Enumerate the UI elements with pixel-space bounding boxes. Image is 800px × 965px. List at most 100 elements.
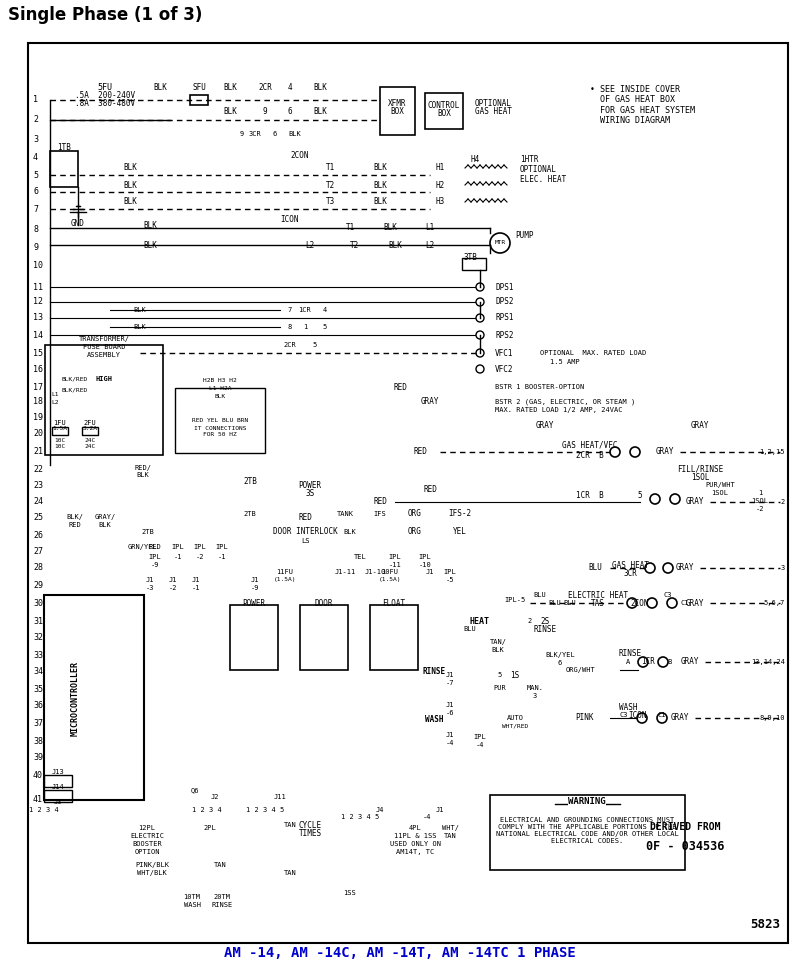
Text: 4: 4: [323, 307, 327, 313]
Text: 4PL: 4PL: [409, 825, 422, 831]
Text: ELECTRIC: ELECTRIC: [130, 833, 164, 839]
Text: 30: 30: [33, 598, 43, 608]
Text: J11: J11: [274, 794, 286, 800]
Text: 8,9,10: 8,9,10: [759, 715, 785, 721]
Text: RINSE: RINSE: [618, 649, 642, 658]
Text: 3: 3: [33, 135, 38, 145]
Text: WHT/BLK: WHT/BLK: [137, 870, 167, 876]
Text: 35: 35: [33, 684, 43, 694]
Text: BLK: BLK: [223, 82, 237, 92]
Text: 3: 3: [533, 693, 537, 699]
Text: L2: L2: [306, 240, 314, 250]
Text: BLU: BLU: [564, 600, 576, 606]
Text: IPL: IPL: [172, 544, 184, 550]
Text: DOOR: DOOR: [314, 598, 334, 608]
Text: J1: J1: [192, 577, 200, 583]
Text: 3TB: 3TB: [463, 253, 477, 262]
Text: BLK: BLK: [98, 522, 111, 528]
Text: Single Phase (1 of 3): Single Phase (1 of 3): [8, 6, 202, 24]
Text: SFU: SFU: [192, 82, 206, 92]
Text: VFC2: VFC2: [495, 365, 514, 373]
Text: GRAY: GRAY: [686, 498, 704, 507]
Text: GRAY: GRAY: [690, 421, 710, 429]
Text: J1-10: J1-10: [364, 569, 386, 575]
Text: TAN: TAN: [284, 870, 296, 876]
Text: A: A: [626, 659, 630, 665]
Text: J3: J3: [54, 799, 62, 805]
Text: 2S: 2S: [540, 617, 550, 625]
Text: 7: 7: [33, 205, 38, 213]
Text: 0F - 034536: 0F - 034536: [646, 841, 724, 853]
Text: RED YEL BLU BRN: RED YEL BLU BRN: [192, 418, 248, 423]
Text: 5: 5: [323, 324, 327, 330]
Text: H1: H1: [435, 163, 445, 173]
Text: 1SOL: 1SOL: [751, 498, 769, 504]
Text: IPL: IPL: [418, 554, 431, 560]
Text: 20: 20: [33, 428, 43, 437]
Text: 2TB: 2TB: [243, 477, 257, 485]
Text: GAS HEAT/VFC: GAS HEAT/VFC: [562, 440, 618, 450]
Text: GRAY/: GRAY/: [94, 514, 116, 520]
Text: GRAY: GRAY: [536, 421, 554, 429]
Text: BOX: BOX: [437, 108, 451, 118]
Text: C1: C1: [681, 600, 690, 606]
Text: J2: J2: [210, 794, 219, 800]
Text: GRAY: GRAY: [421, 398, 439, 406]
Text: 20TM: 20TM: [214, 894, 230, 900]
Text: J14: J14: [52, 784, 64, 790]
Text: 10FU: 10FU: [382, 569, 398, 575]
Text: 13: 13: [33, 314, 43, 322]
Bar: [50, 151, 78, 187]
Text: 23: 23: [33, 481, 43, 489]
Text: ASSEMBLY: ASSEMBLY: [87, 352, 121, 358]
Text: CYCLE: CYCLE: [298, 820, 322, 830]
Text: BLK: BLK: [289, 131, 302, 137]
Text: -9: -9: [250, 585, 259, 591]
Text: 1: 1: [303, 324, 307, 330]
Text: IPL: IPL: [444, 569, 456, 575]
Text: J1: J1: [446, 732, 454, 738]
Text: 2TB: 2TB: [142, 529, 154, 535]
Bar: [300, 605, 348, 670]
Text: 7: 7: [288, 307, 292, 313]
Text: BLK: BLK: [143, 220, 157, 230]
Text: OPTIONAL: OPTIONAL: [520, 166, 557, 175]
Text: 3CR: 3CR: [623, 568, 637, 577]
Text: RED: RED: [373, 498, 387, 507]
Text: 11FU: 11FU: [277, 569, 294, 575]
Text: 39: 39: [33, 754, 43, 762]
Text: .5A  200-240V: .5A 200-240V: [75, 92, 135, 100]
Text: 41: 41: [33, 795, 43, 805]
Text: 2PL: 2PL: [204, 825, 216, 831]
Text: 5,6,7: 5,6,7: [764, 600, 785, 606]
Text: RINSE: RINSE: [422, 668, 446, 676]
Text: 10C: 10C: [54, 438, 66, 444]
Text: 3S: 3S: [306, 488, 314, 498]
Text: POWER: POWER: [242, 598, 266, 608]
Text: 22: 22: [33, 464, 43, 474]
Text: USED ONLY ON: USED ONLY ON: [390, 841, 441, 847]
Text: 3CR: 3CR: [249, 131, 262, 137]
Text: -4: -4: [422, 814, 431, 820]
Text: MAN.: MAN.: [526, 685, 543, 691]
Text: FLOAT: FLOAT: [382, 598, 406, 608]
Text: BLK: BLK: [123, 180, 137, 189]
Text: BLK: BLK: [373, 163, 387, 173]
Text: L2: L2: [51, 400, 58, 405]
Text: BLK/RED: BLK/RED: [62, 376, 88, 381]
Text: XFMR: XFMR: [388, 98, 406, 107]
Text: RINSE: RINSE: [211, 902, 233, 908]
Text: 12: 12: [33, 297, 43, 307]
Text: BLK: BLK: [143, 240, 157, 250]
Text: 1 2 3 4 5: 1 2 3 4 5: [246, 807, 284, 813]
Text: 2CR: 2CR: [284, 342, 296, 348]
Text: 33: 33: [33, 650, 43, 659]
Text: -2: -2: [169, 585, 178, 591]
Text: MICROCONTROLLER: MICROCONTROLLER: [70, 660, 79, 735]
Text: -4: -4: [446, 740, 454, 746]
Text: BLK: BLK: [134, 324, 146, 330]
Text: GND: GND: [71, 219, 85, 229]
Text: 2: 2: [33, 116, 38, 124]
Text: ICON: ICON: [281, 215, 299, 225]
Text: BLK: BLK: [153, 82, 167, 92]
